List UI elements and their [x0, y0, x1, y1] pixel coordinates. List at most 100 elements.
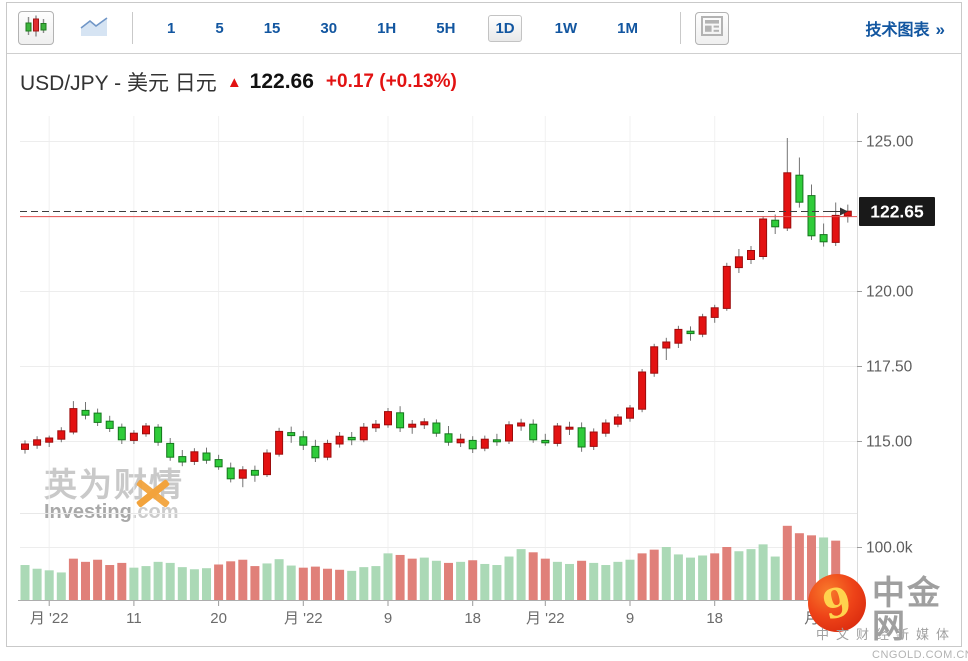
timeframe-1w[interactable]: 1W — [554, 19, 578, 37]
timeframe-5h[interactable]: 5H — [436, 19, 456, 37]
volume-bar — [395, 554, 405, 600]
volume-bar — [202, 568, 211, 600]
candle-body — [396, 412, 405, 429]
volume-bars — [20, 525, 853, 600]
volume-bar — [153, 561, 163, 600]
candle-body — [408, 423, 417, 428]
candle-body — [638, 371, 647, 410]
price-axis-label: 117.50 — [866, 359, 913, 376]
timeframe-1h[interactable]: 1H — [377, 19, 397, 37]
price-axis: 125.00 120.00 117.50 115.00 100.0k — [857, 134, 914, 557]
candle-body — [831, 214, 840, 243]
volume-bar — [831, 540, 841, 600]
volume-bar — [758, 544, 768, 600]
candle-body — [589, 431, 598, 447]
candle-body — [299, 436, 308, 446]
volume-bar — [516, 549, 526, 600]
volume-bar — [673, 554, 683, 600]
technical-chart-link[interactable]: 技术图表 » — [866, 16, 945, 40]
candle-body — [613, 416, 622, 425]
volume-bar — [601, 565, 611, 600]
volume-bar — [335, 569, 345, 600]
volume-bar — [686, 557, 695, 600]
candle-body — [117, 426, 126, 441]
volume-bar — [226, 561, 236, 600]
toolbar-divider — [679, 12, 681, 44]
candle-body — [129, 432, 138, 441]
volume-bar — [238, 559, 248, 600]
news-view-button[interactable] — [694, 11, 729, 45]
cngold-name: 中金网 — [872, 574, 942, 644]
volume-bar — [613, 561, 623, 600]
candle-body — [335, 435, 344, 445]
price-axis-label: 125.00 — [866, 134, 914, 151]
volume-bar — [492, 565, 502, 600]
candle-body — [553, 425, 562, 444]
volume-bar — [480, 563, 490, 600]
volume-bar — [81, 561, 90, 600]
timeframe-5[interactable]: 5 — [215, 19, 224, 37]
volume-bar — [286, 565, 296, 600]
candles — [21, 138, 852, 488]
line-chart-icon — [78, 14, 110, 43]
current-price-lines — [20, 207, 857, 218]
price-line-arrow-icon — [840, 207, 848, 216]
candle-body — [287, 432, 296, 437]
volume-bar — [746, 549, 756, 600]
volume-bar — [528, 552, 538, 600]
volume-bar — [444, 562, 453, 600]
price-change: +0.17 (+0.13%) — [325, 71, 457, 92]
volume-bar — [456, 561, 466, 600]
candle-body — [686, 330, 695, 335]
time-axis-label: 月 '22 — [526, 610, 565, 627]
gridlines — [18, 113, 858, 601]
candle-body — [166, 442, 175, 458]
volume-bar — [637, 553, 647, 600]
volume-bar — [56, 572, 66, 600]
volume-bar — [383, 553, 393, 600]
candle-body — [577, 427, 586, 448]
time-axis-label: 18 — [464, 610, 481, 627]
volume-bar — [819, 537, 829, 600]
time-axis-label: 9 — [626, 610, 634, 627]
volume-bar — [44, 570, 54, 600]
volume-bar — [407, 558, 417, 600]
volume-bar — [32, 568, 42, 600]
volume-bar — [710, 553, 720, 600]
volume-bar — [165, 562, 175, 600]
line-chart-button[interactable] — [78, 14, 110, 43]
toolbar-divider — [132, 12, 133, 44]
volume-bar — [347, 570, 357, 600]
candle-body — [45, 437, 54, 443]
timeframe-1[interactable]: 1 — [167, 19, 176, 37]
candle-body — [710, 307, 719, 318]
candlestick-chart-button[interactable] — [18, 11, 54, 45]
candle-body — [226, 467, 235, 480]
candle-body — [250, 469, 259, 476]
timeframe-30[interactable]: 30 — [320, 19, 338, 37]
last-price: 122.66 — [249, 70, 314, 93]
time-axis-label: 18 — [706, 610, 723, 627]
candle-body — [178, 456, 187, 463]
volume-bar — [359, 567, 369, 600]
volume-bar — [649, 549, 659, 600]
volume-bar — [371, 566, 381, 600]
timeframe-1d-active[interactable]: 1D — [488, 14, 522, 42]
candle-body — [21, 443, 29, 450]
cngold-tagline: 中文财经新媒体 — [816, 627, 957, 642]
candle-body — [747, 250, 755, 260]
volume-bar — [589, 562, 599, 600]
candle-body — [81, 409, 90, 416]
timeframe-1m[interactable]: 1M — [617, 19, 638, 37]
candle-body — [456, 438, 465, 444]
volume-bar — [722, 547, 732, 600]
candle-body — [444, 433, 453, 443]
price-axis-label: 115.00 — [866, 434, 913, 451]
candle-body — [154, 426, 163, 443]
volume-bar — [262, 563, 272, 600]
timeframe-15[interactable]: 15 — [263, 19, 281, 37]
instrument-header: USD/JPY - 美元 日元 ▲ 122.66 +0.17 (+0.13%) — [20, 67, 457, 97]
candle-body — [843, 210, 852, 217]
candle-body — [722, 265, 731, 309]
cngold-logo-icon: 9 — [806, 572, 868, 638]
